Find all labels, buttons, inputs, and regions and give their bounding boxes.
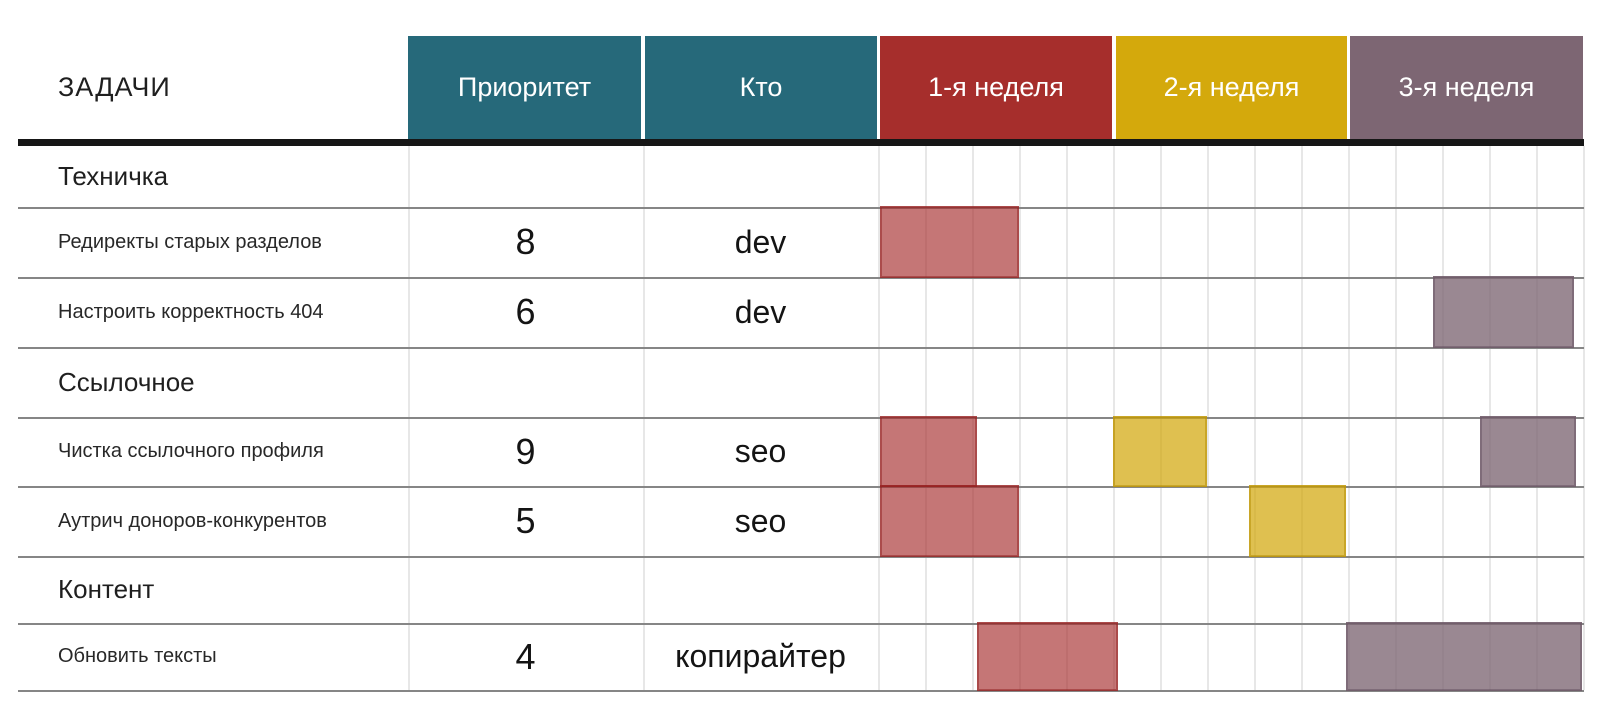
who-value: dev — [734, 293, 787, 330]
task-row-outreach: Аутрич доноров-конкурентов 5 seo — [18, 486, 1584, 556]
priority-value: 4 — [515, 635, 536, 677]
who-value: seo — [734, 502, 787, 539]
section-row-kontent: Контент — [18, 556, 1584, 623]
row-divider — [18, 623, 1584, 625]
header-divider-line — [18, 139, 1584, 146]
row-divider — [18, 486, 1584, 488]
week2-header: 2-я неделя — [1116, 36, 1347, 139]
row-divider — [18, 556, 1584, 558]
task-label: Обновить тексты — [58, 645, 217, 667]
section-row-technichka: Техничка — [18, 146, 1584, 207]
task-row-redirects: Редиректы старых разделов 8 dev — [18, 207, 1584, 277]
row-divider — [18, 347, 1584, 349]
section-label: Ссылочное — [58, 366, 195, 397]
priority-value: 8 — [515, 221, 536, 262]
who-column-header: Кто — [645, 36, 877, 139]
task-label: Настроить корректность 404 — [58, 300, 324, 323]
week1-header: 1-я неделя — [880, 36, 1112, 139]
task-row-404: Настроить корректность 404 6 dev — [18, 277, 1584, 347]
table-bottom-line — [18, 690, 1584, 692]
task-label: Чистка ссылочного профиля — [58, 440, 324, 462]
priority-value: 6 — [515, 291, 536, 332]
who-value: dev — [734, 223, 787, 260]
row-divider — [18, 277, 1584, 279]
section-row-ssylochnoe: Ссылочное — [18, 347, 1584, 417]
priority-column-header: Приоритет — [408, 36, 641, 139]
priority-value: 9 — [515, 430, 536, 472]
priority-value: 5 — [515, 500, 536, 541]
task-label: Редиректы старых разделов — [58, 230, 322, 253]
who-value: копирайтер — [675, 638, 846, 674]
section-label: Контент — [58, 574, 155, 604]
section-label: Техничка — [58, 161, 169, 191]
who-value: seo — [734, 433, 787, 469]
row-divider — [18, 417, 1584, 419]
task-row-update-texts: Обновить тексты 4 копирайтер — [18, 623, 1584, 690]
tasks-column-header: ЗАДАЧИ — [58, 72, 171, 102]
week3-header: 3-я неделя — [1350, 36, 1583, 139]
task-row-link-profile: Чистка ссылочного профиля 9 seo — [18, 417, 1584, 486]
row-divider — [18, 207, 1584, 209]
task-label: Аутрич доноров-конкурентов — [58, 509, 327, 532]
